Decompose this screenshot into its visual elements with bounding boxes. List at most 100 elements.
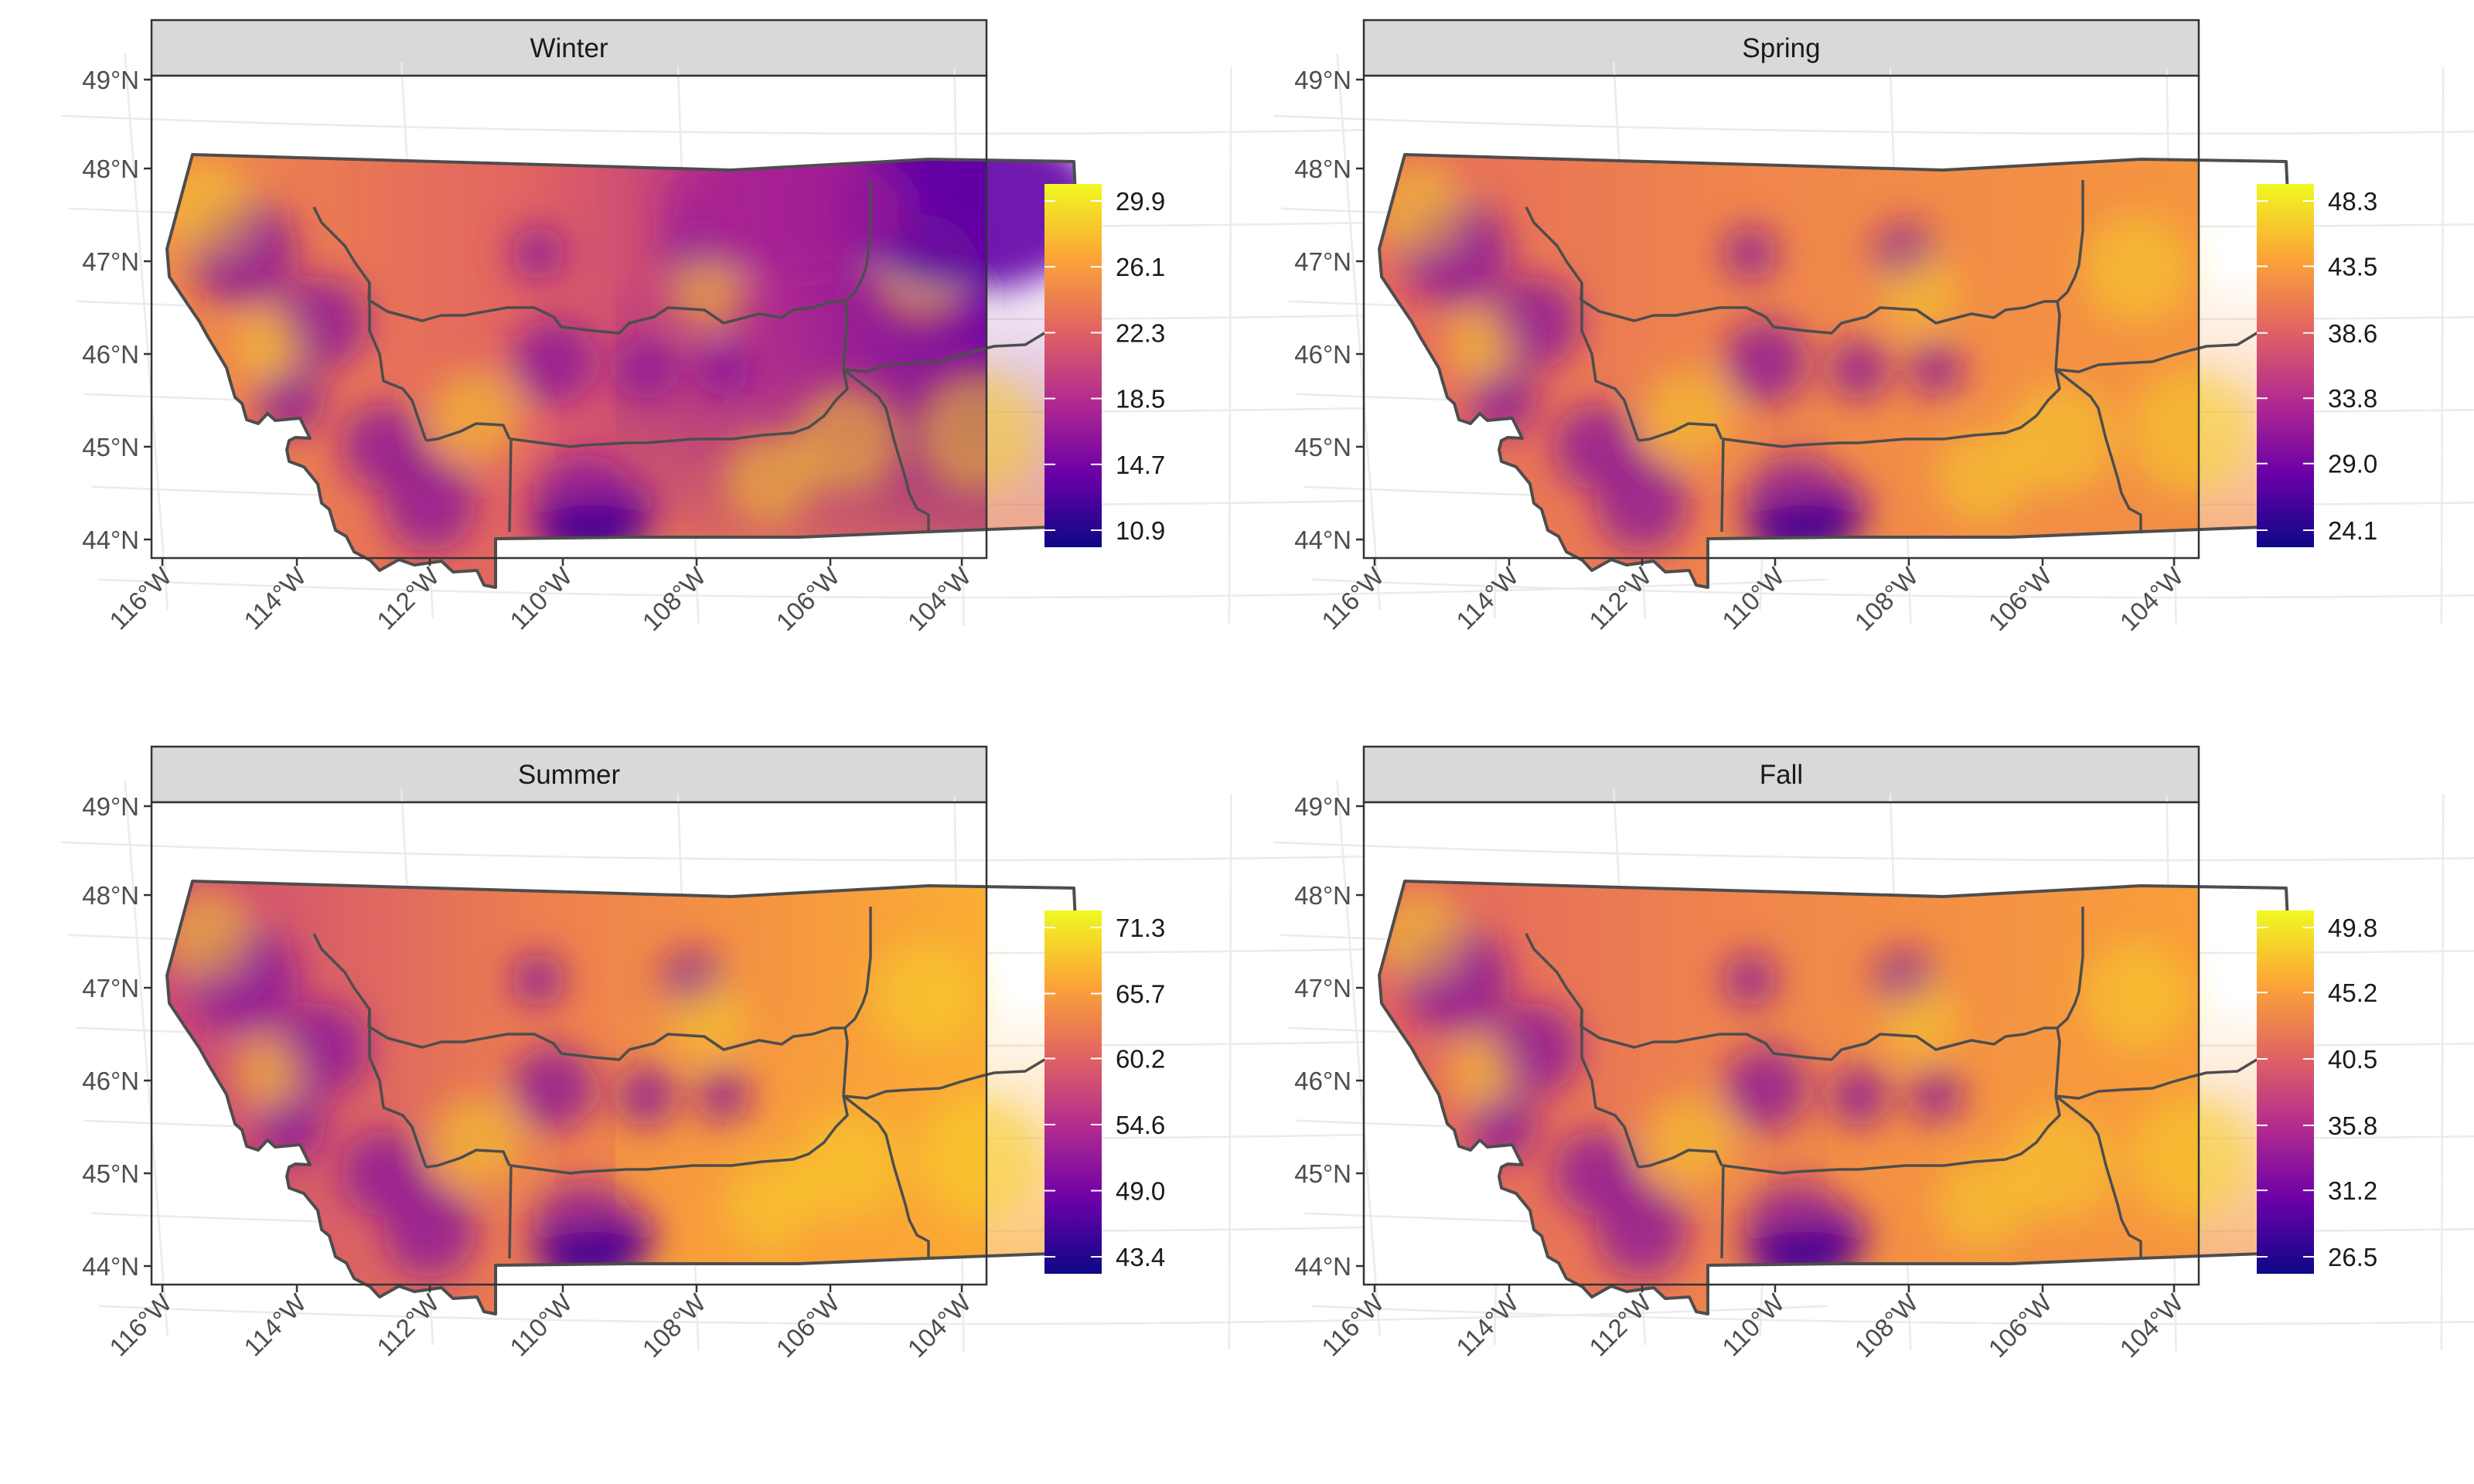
lat-tick-label: 49°N xyxy=(1294,792,1351,821)
warm-spot xyxy=(1882,254,1959,331)
colorbar-label: 14.7 xyxy=(1116,451,1165,479)
lat-tick-label: 44°N xyxy=(1294,526,1351,554)
colorbar-label: 26.1 xyxy=(1116,253,1165,281)
raster-blobs xyxy=(167,155,1091,563)
lat-axis: 44°N 45°N 46°N 47°N 48°N 49°N xyxy=(1294,66,1364,554)
colorbar-label: 26.5 xyxy=(2328,1243,2377,1271)
warm-spot xyxy=(724,431,816,524)
lon-tick-label: 104°W xyxy=(2114,1288,2189,1363)
cool-spot xyxy=(1909,342,1963,397)
warm-spot xyxy=(233,1038,302,1108)
division-boundary xyxy=(1720,1095,2061,1259)
cool-spot xyxy=(1723,1046,1808,1131)
cool-spot xyxy=(511,319,596,404)
lat-tick-label: 47°N xyxy=(1294,974,1351,1002)
colorbar-label: 29.9 xyxy=(1116,187,1165,216)
colorbar-bar xyxy=(1044,910,1102,1274)
raster-blobs xyxy=(1379,887,2253,1289)
lat-tick-label: 45°N xyxy=(1294,1159,1351,1188)
lon-tick-label: 110°W xyxy=(504,1288,578,1361)
colorbar-label: 48.3 xyxy=(2328,187,2377,216)
division-boundary xyxy=(842,1094,930,1258)
cool-spot xyxy=(1828,1065,1890,1127)
lon-tick-label: 110°W xyxy=(1716,1288,1790,1361)
cool-spot xyxy=(1596,1185,1689,1278)
facet-title: Fall xyxy=(1760,760,1803,790)
lat-axis: 44°N 45°N 46°N 47°N 48°N 49°N xyxy=(82,66,152,554)
lon-tick-label: 110°W xyxy=(504,561,578,635)
warm-spot xyxy=(1882,980,1959,1057)
warm-spot xyxy=(917,369,1041,493)
warm-spot xyxy=(233,311,302,381)
warm-spot xyxy=(724,1158,816,1251)
lat-tick-label: 48°N xyxy=(1294,881,1351,910)
colorbar-label: 38.6 xyxy=(2328,319,2377,348)
lon-tick-label: 108°W xyxy=(1849,561,1924,636)
division-boundary xyxy=(425,1149,511,1169)
warm-spot xyxy=(2129,369,2253,493)
lon-tick-label: 108°W xyxy=(1849,1288,1924,1363)
colorbar-label: 22.3 xyxy=(1116,318,1165,347)
cool-spot xyxy=(615,1065,677,1127)
warm-spot xyxy=(2005,385,2114,493)
lat-tick-label: 47°N xyxy=(82,974,139,1002)
warm-spot xyxy=(917,1096,1041,1220)
division-boundary xyxy=(1525,907,2084,1061)
colorbar: 49.8 45.2 40.5 35.8 31.2 26.5 xyxy=(2257,910,2377,1274)
lat-tick-label: 45°N xyxy=(82,433,139,461)
lon-tick-label: 114°W xyxy=(1450,561,1524,635)
warm-spot xyxy=(1445,311,1515,381)
colorbar-label: 33.8 xyxy=(2328,384,2377,413)
division-boundary xyxy=(508,369,849,533)
graticule-line xyxy=(2440,793,2445,1350)
lon-tick-label: 112°W xyxy=(371,1288,445,1361)
warm-spot xyxy=(793,385,901,493)
division-boundaries xyxy=(312,907,1072,1259)
division-boundary xyxy=(1637,422,1723,442)
lat-axis: 44°N 45°N 46°N 47°N 48°N 49°N xyxy=(82,792,152,1281)
lon-tick-label: 104°W xyxy=(901,1288,976,1363)
lat-tick-label: 45°N xyxy=(82,1159,139,1188)
lat-axis: 44°N 45°N 46°N 47°N 48°N 49°N xyxy=(1294,792,1364,1281)
warm-spot xyxy=(1936,1158,2029,1251)
lon-tick-label: 106°W xyxy=(770,561,845,636)
graticule-line xyxy=(1228,66,1232,624)
state-outline xyxy=(165,153,1092,589)
lon-tick-label: 112°W xyxy=(1583,561,1657,635)
graticule-line xyxy=(2440,66,2445,624)
division-boundary xyxy=(508,1095,849,1259)
colorbar-label: 43.5 xyxy=(2328,252,2377,281)
graticule-line xyxy=(124,53,169,611)
lat-tick-label: 46°N xyxy=(82,1067,139,1095)
division-boundary xyxy=(368,1009,428,1168)
facet-title: Winter xyxy=(530,33,608,63)
warm-spot xyxy=(430,369,523,462)
warm-spot xyxy=(1642,369,1735,462)
warm-spot xyxy=(793,1111,901,1220)
colorbar-label: 45.2 xyxy=(2328,979,2377,1007)
warm-spot xyxy=(430,1096,523,1189)
cool-spot xyxy=(383,1185,476,1278)
division-boundaries xyxy=(1525,180,2285,533)
division-boundary xyxy=(1525,180,2084,335)
plot-frame xyxy=(150,801,988,1286)
lat-tick-label: 48°N xyxy=(82,155,139,183)
colorbar-label: 40.5 xyxy=(2328,1045,2377,1074)
lon-tick-label: 104°W xyxy=(901,561,976,636)
lat-tick-label: 45°N xyxy=(1294,433,1351,461)
lat-tick-label: 48°N xyxy=(1294,155,1351,183)
colorbar-label: 54.6 xyxy=(1116,1111,1165,1139)
colorbar-label: 24.1 xyxy=(2328,516,2377,545)
cool-spot xyxy=(1909,1069,1963,1123)
lat-tick-label: 49°N xyxy=(82,66,139,94)
cool-spot xyxy=(697,342,751,397)
lat-tick-label: 48°N xyxy=(82,881,139,910)
division-boundary xyxy=(1580,283,1640,441)
facet-strip xyxy=(1362,745,2200,804)
colorbar-bar xyxy=(2257,184,2314,547)
